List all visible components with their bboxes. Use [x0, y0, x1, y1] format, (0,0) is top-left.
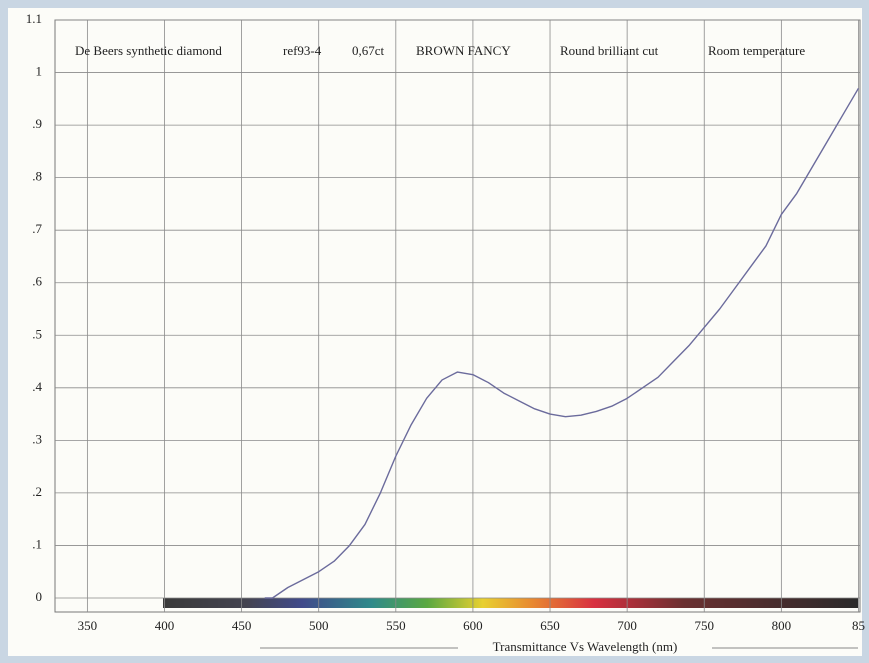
annotation: Round brilliant cut	[560, 43, 659, 58]
x-tick-label: 600	[463, 618, 483, 633]
annotation: Room temperature	[708, 43, 805, 58]
y-tick-label: .1	[32, 536, 42, 551]
y-tick-label: .5	[32, 326, 42, 341]
y-tick-label: .7	[32, 221, 42, 236]
x-tick-label: 450	[232, 618, 252, 633]
y-tick-label: .6	[32, 274, 42, 289]
x-axis-label: Transmittance Vs Wavelength (nm)	[493, 639, 678, 654]
annotation: 0,67ct	[352, 43, 385, 58]
y-tick-label: 1.1	[26, 11, 42, 26]
x-tick-label: 350	[78, 618, 98, 633]
spectrum-line	[264, 87, 860, 599]
y-tick-label: 1	[36, 64, 43, 79]
x-tick-label: 400	[155, 618, 175, 633]
x-tick-label: 85	[852, 618, 865, 633]
x-tick-label: 700	[617, 618, 637, 633]
annotation: De Beers synthetic diamond	[75, 43, 222, 58]
spectrum-bar	[163, 598, 858, 608]
panel	[8, 8, 862, 656]
annotation: BROWN FANCY	[416, 43, 511, 58]
x-tick-label: 800	[772, 618, 792, 633]
annotation: ref93-4	[283, 43, 322, 58]
y-tick-label: .2	[32, 484, 42, 499]
x-tick-label: 650	[540, 618, 560, 633]
y-tick-label: .9	[32, 116, 42, 131]
x-tick-label: 550	[386, 618, 406, 633]
y-tick-label: .3	[32, 431, 42, 446]
x-tick-label: 500	[309, 618, 329, 633]
y-tick-label: .8	[32, 169, 42, 184]
x-tick-label: 750	[694, 618, 714, 633]
y-tick-label: 0	[36, 589, 43, 604]
y-tick-label: .4	[32, 379, 42, 394]
